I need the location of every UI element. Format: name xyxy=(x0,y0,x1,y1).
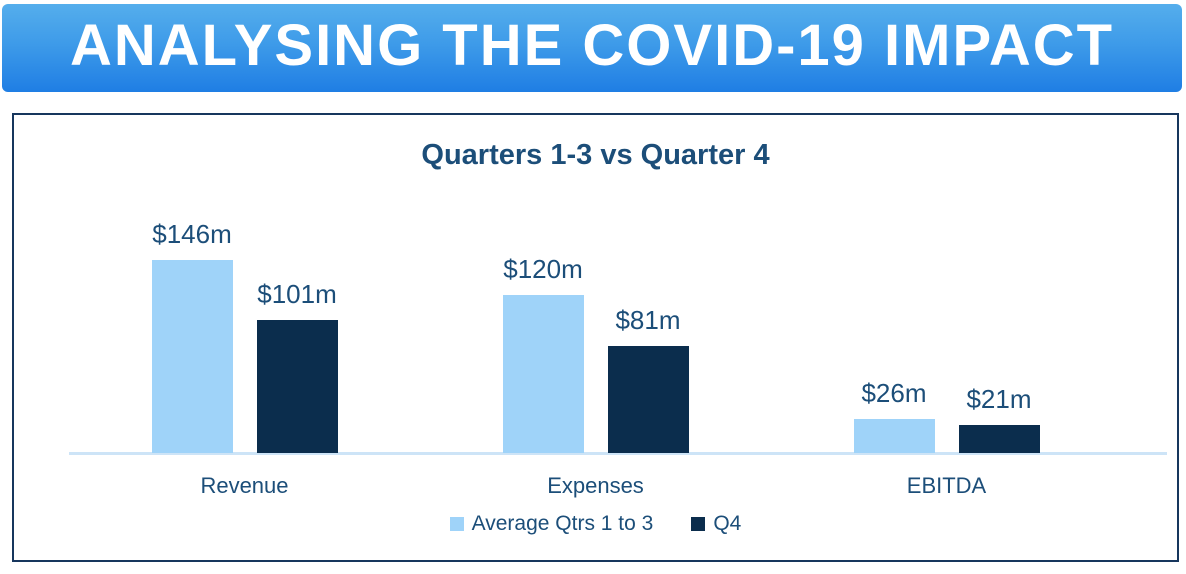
bar-value-label: $26m xyxy=(861,378,927,408)
bar-column: $81m xyxy=(607,305,689,453)
legend-label: Q4 xyxy=(713,512,742,535)
category-label: EBITDA xyxy=(906,473,987,498)
bar-group-expenses: $120m $81m xyxy=(420,115,771,453)
plot-area: $146m $101m $120m $81m $26m $21m xyxy=(69,115,1167,455)
banner: ANALYSING THE COVID-19 IMPACT xyxy=(2,4,1182,92)
legend-item: Average Qtrs 1 to 3 xyxy=(449,512,654,536)
bar-column: $101m xyxy=(256,279,338,453)
category-label: Expenses xyxy=(547,473,644,498)
legend: Average Qtrs 1 to 3 Q4 xyxy=(14,512,1177,536)
bar-column: $146m xyxy=(151,219,233,453)
category-labels: Revenue Expenses EBITDA xyxy=(69,473,1122,499)
bar-column: $26m xyxy=(853,378,935,453)
bar-value-label: $101m xyxy=(257,279,337,309)
bar-value-label: $21m xyxy=(966,384,1032,414)
bar-groups: $146m $101m $120m $81m $26m $21m xyxy=(69,115,1122,453)
bar xyxy=(958,425,1040,453)
legend-swatch-icon xyxy=(449,517,464,531)
bar-group-ebitda: $26m $21m xyxy=(771,115,1122,453)
chart-title: Quarters 1-3 vs Quarter 4 xyxy=(421,139,770,171)
bar xyxy=(256,320,338,453)
bar xyxy=(853,419,935,453)
banner-title: ANALYSING THE COVID-19 IMPACT xyxy=(69,13,1115,78)
chart-panel: Quarters 1-3 vs Quarter 4 $146m $101m $120… xyxy=(12,113,1179,562)
bar xyxy=(607,346,689,453)
bar-column: $120m xyxy=(502,254,584,453)
legend-swatch-icon xyxy=(691,517,706,531)
x-axis-line xyxy=(69,452,1167,455)
legend-label: Average Qtrs 1 to 3 xyxy=(471,512,654,535)
bar xyxy=(151,260,233,453)
bar-value-label: $146m xyxy=(152,219,232,249)
bar xyxy=(502,295,584,453)
bar-group-revenue: $146m $101m xyxy=(69,115,420,453)
category-label: Revenue xyxy=(200,473,289,498)
bar-value-label: $120m xyxy=(503,254,583,284)
legend-item: Q4 xyxy=(691,512,741,536)
bar-column: $21m xyxy=(958,384,1040,453)
bar-value-label: $81m xyxy=(615,305,681,335)
